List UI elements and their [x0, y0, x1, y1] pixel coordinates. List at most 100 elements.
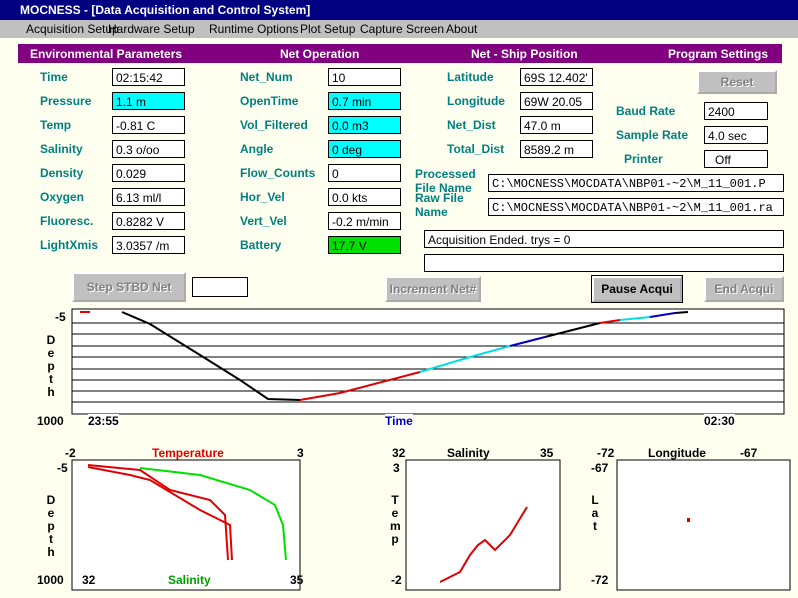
top-right-label: 3: [297, 446, 304, 460]
field-label: Flow_Counts: [240, 166, 316, 180]
field-label: Net_Dist: [447, 118, 496, 132]
field-label: Longitude: [447, 94, 505, 108]
plot-title: Salinity: [447, 446, 490, 460]
field-value: 02:15:42: [112, 68, 185, 86]
top-left-label: 32: [392, 446, 406, 460]
menu-item[interactable]: Acquisition Setup: [26, 22, 119, 36]
file-path: C:\MOCNESS\MOCDATA\NBP01-~2\M_11_001.ra: [488, 198, 784, 216]
y-top-label: -67: [591, 461, 609, 475]
y-axis-title: Lat: [591, 493, 599, 533]
section-header: Program Settings: [668, 47, 769, 61]
button[interactable]: Pause Acqui: [591, 275, 683, 303]
field-label: Vol_Filtered: [240, 118, 308, 132]
field-value: 47.0 m: [520, 116, 593, 134]
button[interactable]: Step STBD Net: [72, 272, 186, 302]
reset-button[interactable]: Reset: [697, 70, 777, 94]
button[interactable]: End Acqui: [704, 276, 784, 302]
field-value: 69S 12.402': [520, 68, 593, 86]
position-point: [687, 518, 690, 522]
field-value: 0.8282 V: [112, 212, 185, 230]
field-value: 0.7 min: [328, 92, 401, 110]
plot-frame: [71, 308, 785, 415]
net-input[interactable]: [192, 277, 248, 297]
field-value: 17.7 V: [328, 236, 401, 254]
field-label: Time: [40, 70, 68, 84]
y-axis-title: Depth: [46, 493, 56, 559]
y-bottom-label: 1000: [37, 573, 64, 587]
field-label: Temp: [40, 118, 72, 132]
bottom-left-label: 32: [82, 573, 96, 587]
title-bar: [0, 0, 798, 20]
y-bottom-label: 1000: [37, 414, 64, 428]
field-value: 0.0 m3: [328, 116, 401, 134]
top-left-label: -2: [65, 446, 76, 460]
section-bar: [18, 44, 782, 63]
top-right-label: -67: [740, 446, 758, 460]
field-label: Fluoresc.: [40, 214, 94, 228]
plot-frame: [616, 459, 791, 591]
plot-frame: [405, 459, 561, 591]
field-label: Oxygen: [40, 190, 85, 204]
y-bottom-label: -72: [591, 573, 609, 587]
status-box-empty: [424, 254, 784, 272]
setting-label: Printer: [624, 152, 663, 166]
top-left-label: -72: [597, 446, 615, 460]
position-plot: [616, 459, 791, 591]
x-end-label: 02:30: [704, 414, 735, 428]
menu-item[interactable]: Runtime Options: [209, 22, 299, 36]
field-label: Battery: [240, 238, 282, 252]
field-value: 0 deg: [328, 140, 401, 158]
field-label: Hor_Vel: [240, 190, 285, 204]
field-label: Vert_Vel: [240, 214, 287, 228]
field-value: -0.81 C: [112, 116, 185, 134]
section-header: Net Operation: [280, 47, 360, 61]
menu-item[interactable]: Capture Screen: [360, 22, 445, 36]
field-label: Density: [40, 166, 84, 180]
window-title: MOCNESS - [Data Acquisition and Control …: [20, 3, 311, 17]
section-header: Net - Ship Position: [471, 47, 578, 61]
top-right-label: 35: [540, 446, 554, 460]
bottom-right-label: 35: [290, 573, 304, 587]
setting-value: 2400: [704, 102, 768, 120]
field-label: Total_Dist: [447, 142, 505, 156]
setting-value: Off: [704, 150, 768, 168]
field-value: 0.029: [112, 164, 185, 182]
file-path: C:\MOCNESS\MOCDATA\NBP01-~2\M_11_001.P: [488, 174, 784, 192]
file-label: Processed File Name: [415, 167, 476, 195]
status-box: Acquisition Ended. trys = 0: [424, 230, 784, 248]
field-value: 0: [328, 164, 401, 182]
y-bottom-label: -2: [391, 573, 402, 587]
ts-line: [439, 506, 528, 583]
x-axis-title: Time: [385, 414, 413, 428]
field-label: Salinity: [40, 142, 83, 156]
x-start-label: 23:55: [88, 414, 119, 428]
field-label: Pressure: [40, 94, 92, 108]
field-value: 10: [328, 68, 401, 86]
temp-salinity-plot: [71, 459, 301, 591]
field-value: 0.0 kts: [328, 188, 401, 206]
y-top-label: -5: [55, 310, 66, 324]
setting-value: 4.0 sec: [704, 126, 768, 144]
field-value: 8589.2 m: [520, 140, 593, 158]
field-label: OpenTime: [240, 94, 299, 108]
profile-lines: [87, 464, 287, 561]
menu-item[interactable]: Plot Setup: [300, 22, 356, 36]
plot-title: Longitude: [648, 446, 706, 460]
plot-frame: [71, 459, 301, 591]
field-label: Angle: [240, 142, 274, 156]
field-value: 1.1 m: [112, 92, 185, 110]
field-label: Net_Num: [240, 70, 293, 84]
bottom-title: Salinity: [168, 573, 211, 587]
depth-track: [80, 311, 689, 401]
field-label: Latitude: [447, 70, 494, 84]
field-label: LightXmis: [40, 238, 99, 252]
menu-item[interactable]: Hardware Setup: [108, 22, 195, 36]
field-value: 6.13 ml/l: [112, 188, 185, 206]
plot-title: Temperature: [152, 446, 224, 460]
setting-label: Baud Rate: [616, 104, 676, 118]
section-header: Environmental Parameters: [30, 47, 183, 61]
menu-item[interactable]: About: [446, 22, 478, 36]
button[interactable]: Increment Net#: [385, 276, 481, 302]
file-label: Raw File Name: [415, 191, 464, 219]
